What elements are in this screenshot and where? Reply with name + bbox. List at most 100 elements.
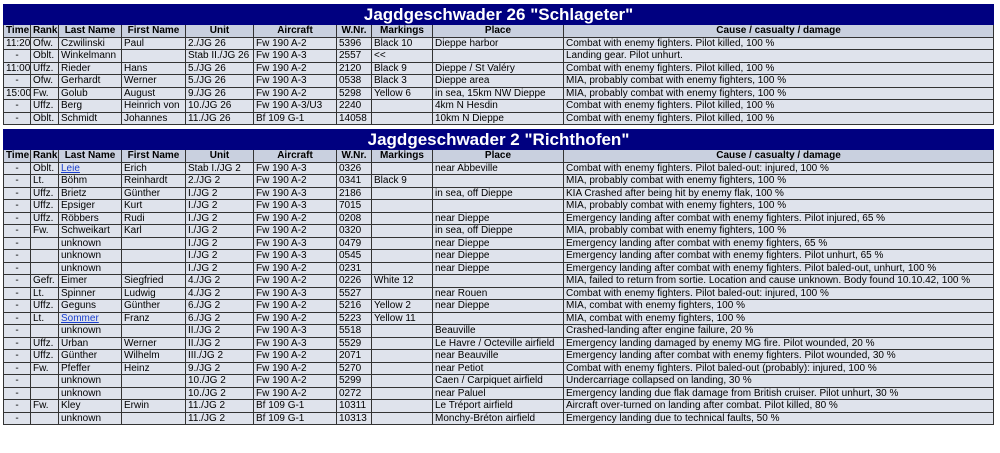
cell: 5./JG 26 xyxy=(185,74,254,88)
cell: 2557 xyxy=(336,49,372,63)
cell: 10./JG 2 xyxy=(185,374,254,388)
cell: Erich xyxy=(121,161,186,175)
cell xyxy=(121,374,186,388)
cell: Fw 190 A-2 xyxy=(253,174,337,188)
cell: Geguns xyxy=(58,299,122,313)
cell: - xyxy=(3,99,31,113)
cell: Le Havre / Octeville airfield xyxy=(432,336,564,350)
cell: - xyxy=(3,399,31,413)
cell: near Abbeville xyxy=(432,161,564,175)
pilot-link[interactable]: Sommer xyxy=(61,312,99,324)
cell: Urban xyxy=(58,336,122,350)
cell: Fw 190 A-3 xyxy=(253,236,337,250)
cell: MIA, probably combat with enemy fighters… xyxy=(562,224,995,238)
cell: Lt. xyxy=(30,311,59,325)
cell: 10km N Dieppe xyxy=(432,111,564,125)
cell xyxy=(371,374,433,388)
cell: 5299 xyxy=(336,374,372,388)
column-header: Last Name xyxy=(58,149,122,163)
cell: Ofw. xyxy=(30,36,59,50)
cell: 5298 xyxy=(336,86,372,100)
cell: Rudi xyxy=(121,211,186,225)
cell xyxy=(30,324,59,338)
cell: 6./JG 2 xyxy=(185,299,254,313)
cell: 11:00 xyxy=(3,61,31,75)
data-row: - Uffz. Geguns Günther 6./JG 2 Fw 190 A-2 5216… xyxy=(3,299,995,313)
cell: 2120 xyxy=(336,61,372,75)
cell: 0538 xyxy=(336,74,372,88)
cell: Heinz xyxy=(121,361,186,375)
cell: Fw 190 A-3 xyxy=(253,324,337,338)
cell: Combat with enemy fighters. Pilot killed… xyxy=(562,111,995,125)
cell: - xyxy=(3,411,31,425)
cell: Siegfried xyxy=(121,274,186,288)
cell: - xyxy=(3,299,31,313)
cell: 5527 xyxy=(336,286,372,300)
cell: Fw 190 A-2 xyxy=(253,61,337,75)
cell: Uffz. xyxy=(30,299,59,313)
cell: Reinhardt xyxy=(121,174,186,188)
cell xyxy=(371,286,433,300)
cell: Dieppe / St Valéry xyxy=(432,61,564,75)
cell: 4./JG 2 xyxy=(185,274,254,288)
column-header: Time xyxy=(3,24,31,38)
cell: I./JG 2 xyxy=(185,211,254,225)
cell: Fw 190 A-3 xyxy=(253,199,337,213)
cell: I./JG 2 xyxy=(185,224,254,238)
cell: MIA, combat with enemy fighters, 100 % xyxy=(562,299,995,313)
cell xyxy=(30,249,59,263)
cell xyxy=(371,99,433,113)
cell xyxy=(371,361,433,375)
cell xyxy=(121,249,186,263)
data-row: - Uffz. Röbbers Rudi I./JG 2 Fw 190 A-2 0208 ne… xyxy=(3,211,995,225)
cell: Erwin xyxy=(121,399,186,413)
cell: 0320 xyxy=(336,224,372,238)
cell: Fw. xyxy=(30,224,59,238)
data-row: - unknown 10./JG 2 Fw 190 A-2 0272 near Palue… xyxy=(3,386,995,400)
cell: 4./JG 2 xyxy=(185,286,254,300)
cell: Epsiger xyxy=(58,199,122,213)
cell: Fw 190 A-3 xyxy=(253,249,337,263)
cell: 10311 xyxy=(336,399,372,413)
cell: MIA, probably combat with enemy fighters… xyxy=(562,74,995,88)
column-header: Unit xyxy=(185,24,254,38)
column-header: Unit xyxy=(185,149,254,163)
cell xyxy=(371,249,433,263)
cell: Fw 190 A-2 xyxy=(253,36,337,50)
cell: Yellow 2 xyxy=(371,299,433,313)
cell: 0341 xyxy=(336,174,372,188)
cell: near Dieppe xyxy=(432,211,564,225)
cell: Fw 190 A-3 xyxy=(253,161,337,175)
cell: Fw 190 A-2 xyxy=(253,211,337,225)
cell: Uffz. xyxy=(30,99,59,113)
cell: Fw 190 A-3 xyxy=(253,286,337,300)
cell: Dieppe area xyxy=(432,74,564,88)
cell: unknown xyxy=(58,324,122,338)
pilot-link[interactable]: Leie xyxy=(61,162,80,174)
cell: - xyxy=(3,161,31,175)
cell: Le Tréport airfield xyxy=(432,399,564,413)
cell: 2./JG 2 xyxy=(185,174,254,188)
cell: 9./JG 26 xyxy=(185,86,254,100)
cell xyxy=(432,174,564,188)
cell: Günther xyxy=(58,349,122,363)
data-row: - Lt. Böhm Reinhardt 2./JG 2 Fw 190 A-2 0341 Bl… xyxy=(3,174,995,188)
cell: Gerhardt xyxy=(58,74,122,88)
cell: Emergency landing after combat with enem… xyxy=(562,349,995,363)
cell: Heinrich von xyxy=(121,99,186,113)
cell xyxy=(30,386,59,400)
cell: near Dieppe xyxy=(432,261,564,275)
cell: I./JG 2 xyxy=(185,186,254,200)
cell xyxy=(30,236,59,250)
cell: Wilhelm xyxy=(121,349,186,363)
cell: 11./JG 26 xyxy=(185,111,254,125)
cell: Emergency landing damaged by enemy MG fi… xyxy=(562,336,995,350)
cell: Kurt xyxy=(121,199,186,213)
cell: - xyxy=(3,224,31,238)
cell: Black 3 xyxy=(371,74,433,88)
cell: - xyxy=(3,211,31,225)
column-header: Time xyxy=(3,149,31,163)
data-row: - Oblt. Leie Erich Stab I./JG 2 Fw 190 A-3 032… xyxy=(3,161,995,175)
cell: 5223 xyxy=(336,311,372,325)
cell: 10./JG 26 xyxy=(185,99,254,113)
